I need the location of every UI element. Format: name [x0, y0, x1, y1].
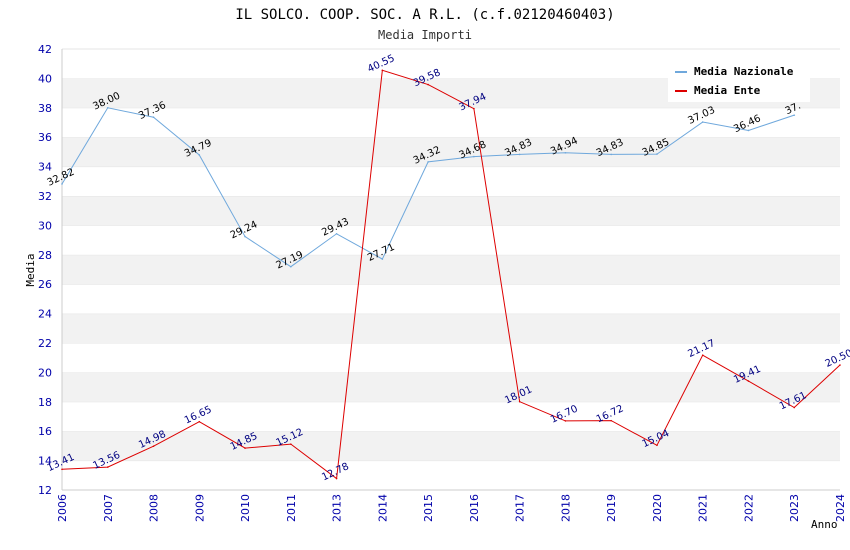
- grid-band: [62, 401, 840, 432]
- data-point: [152, 445, 155, 447]
- x-tick-label: 2017: [514, 494, 527, 522]
- x-tick-label: 2018: [559, 494, 572, 522]
- data-point: [61, 183, 63, 185]
- y-tick-label: 24: [38, 308, 52, 321]
- y-tick-label: 14: [38, 455, 52, 468]
- data-point: [656, 153, 658, 155]
- y-tick-label: 30: [38, 219, 52, 232]
- data-point: [335, 232, 338, 235]
- data-point: [473, 155, 475, 158]
- x-tick-label: 2022: [742, 494, 755, 522]
- data-point: [747, 380, 750, 382]
- data-point: [610, 153, 612, 156]
- chart-title: IL SOLCO. COOP. SOC. A R.L. (c.f.0212046…: [235, 7, 614, 23]
- x-tick-label: 2015: [422, 494, 435, 522]
- y-tick-label: 38: [38, 102, 52, 115]
- axes: [61, 49, 840, 491]
- grid-band: [62, 137, 840, 167]
- data-point: [427, 161, 429, 163]
- x-tick-label: 2023: [788, 494, 801, 522]
- chart-subtitle: Media Importi: [378, 28, 472, 42]
- y-tick-label: 40: [38, 72, 52, 85]
- data-point: [473, 107, 475, 110]
- y-tick-label: 12: [38, 484, 52, 497]
- grid-band: [62, 107, 840, 138]
- data-point: [198, 420, 201, 423]
- y-tick-label: 22: [38, 337, 52, 350]
- data-point: [106, 107, 109, 109]
- data-point: [564, 420, 567, 422]
- y-tick-label: 18: [38, 396, 52, 409]
- grid-band: [62, 313, 840, 343]
- data-point: [381, 258, 384, 260]
- data-point: [793, 406, 796, 409]
- x-tick-label: 2006: [56, 494, 69, 522]
- y-tick-label: 28: [38, 249, 52, 262]
- x-axis-label: Anno: [811, 518, 838, 531]
- x-tick-label: 2007: [102, 494, 115, 522]
- data-point: [518, 153, 521, 156]
- legend-box: [668, 60, 810, 102]
- grid-band: [62, 343, 840, 373]
- grid-band: [62, 196, 840, 226]
- x-tick-label: 2021: [697, 494, 710, 522]
- y-tick-label: 16: [38, 425, 52, 438]
- y-tick-label: 34: [38, 161, 52, 174]
- grid-band: [62, 372, 840, 402]
- y-axis-label: Media: [24, 253, 37, 286]
- grid-band: [62, 460, 840, 490]
- data-point: [656, 444, 658, 447]
- data-point: [106, 466, 109, 468]
- x-tick-label: 2010: [239, 494, 252, 522]
- grid-bands: [62, 48, 840, 490]
- y-tick-label: 20: [38, 366, 52, 379]
- series-layer: [61, 69, 841, 480]
- x-tick-label: 2014: [376, 494, 389, 522]
- x-tick-label: 2024: [834, 494, 847, 522]
- y-ticks: 12 14 16 18 20 22 24 26 28 30 32 34 36 38 40 42: [38, 43, 52, 497]
- legend-label-nazionale: Media Nazionale: [694, 65, 794, 78]
- y-tick-label: 36: [38, 131, 52, 144]
- data-point: [152, 116, 155, 119]
- data-point: [427, 83, 429, 86]
- data-point: [839, 364, 841, 366]
- y-tick-label: 26: [38, 278, 52, 291]
- data-point: [701, 354, 704, 357]
- grid-band: [62, 254, 840, 285]
- data-point: [244, 447, 246, 449]
- data-point: [747, 129, 750, 132]
- data-point: [381, 69, 384, 72]
- data-point: [701, 121, 704, 123]
- data-point: [244, 235, 246, 238]
- data-point: [290, 265, 292, 268]
- legend-label-ente: Media Ente: [694, 84, 761, 97]
- x-tick-label: 2013: [331, 494, 344, 522]
- grid-band: [62, 431, 840, 461]
- series-line-ente: [61, 69, 841, 480]
- x-tick-label: 2011: [285, 494, 298, 522]
- x-tick-label: 2009: [193, 494, 206, 522]
- data-point: [564, 151, 567, 154]
- x-tick-label: 2019: [605, 494, 618, 522]
- y-tick-label: 32: [38, 190, 52, 203]
- x-tick-label: 2020: [651, 494, 664, 522]
- data-point: [61, 468, 63, 471]
- data-point: [290, 443, 292, 445]
- data-point: [793, 114, 796, 116]
- x-tick-label: 2016: [468, 494, 481, 522]
- x-ticks: 2006 2007 2008 2009 2010 2011 2013 2014 2015 2016…: [56, 494, 847, 522]
- x-tick-label: 2008: [148, 494, 161, 522]
- grid-band: [62, 284, 840, 314]
- data-point: [335, 477, 338, 480]
- data-point: [518, 400, 521, 403]
- data-point: [198, 154, 201, 156]
- legend: Media Nazionale Media Ente: [668, 60, 810, 102]
- grid-band: [62, 166, 840, 196]
- y-tick-label: 42: [38, 43, 52, 56]
- data-point: [610, 419, 612, 422]
- grid-band: [62, 225, 840, 255]
